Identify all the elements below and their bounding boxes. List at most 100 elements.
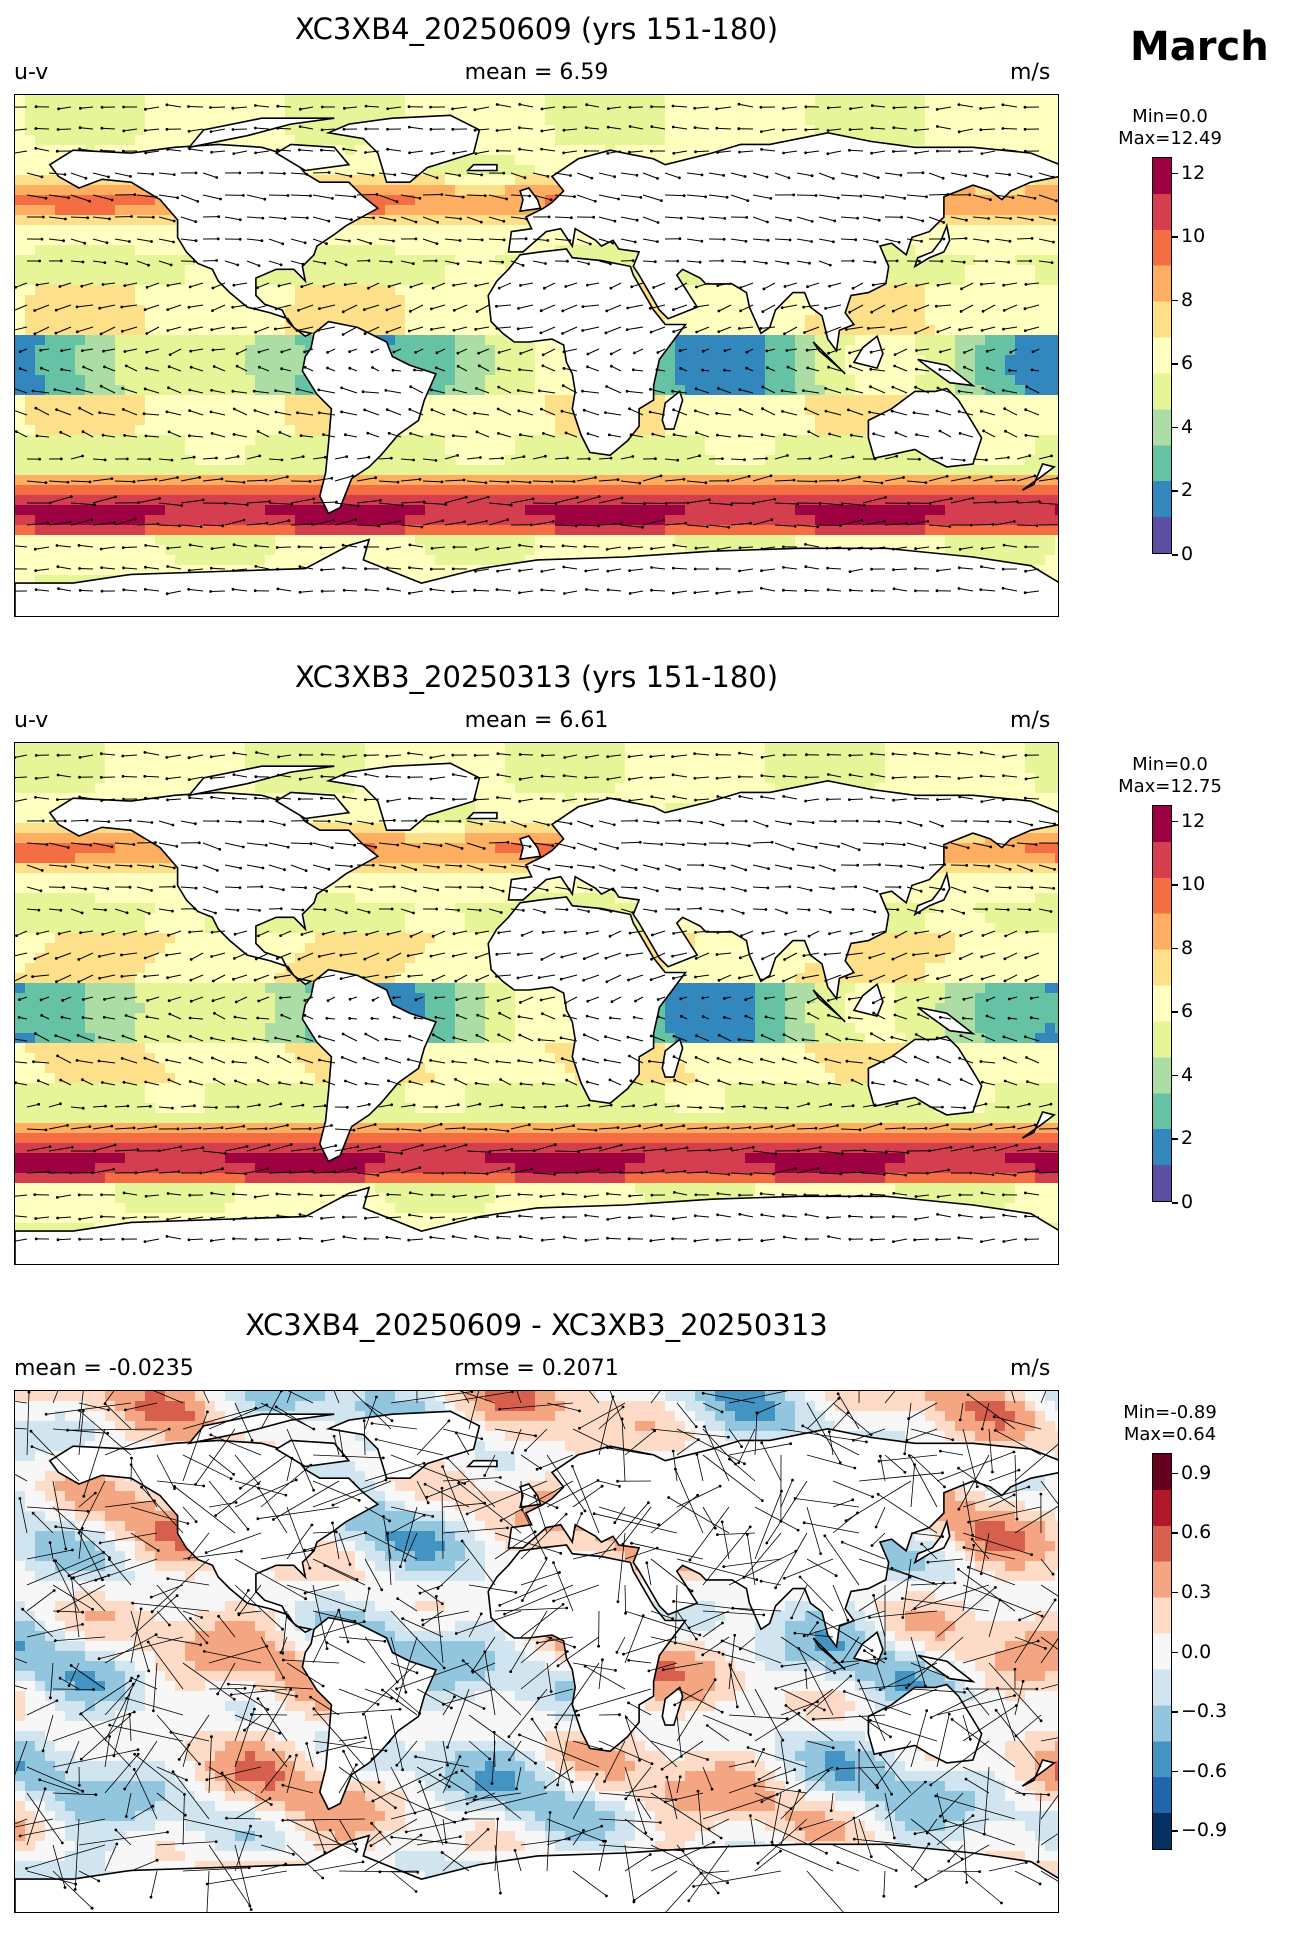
field-cell (495, 185, 506, 196)
field-cell (1055, 275, 1058, 286)
field-cell (315, 455, 326, 466)
field-cell (75, 415, 86, 426)
field-cell (45, 205, 56, 216)
field-cell (485, 445, 496, 456)
field-cell (645, 295, 656, 306)
field-cell (65, 115, 76, 126)
field-cell (335, 265, 346, 276)
field-cell (15, 145, 26, 156)
field-cell (765, 455, 776, 466)
field-cell (55, 435, 66, 446)
field-cell (275, 105, 286, 116)
field-cell (15, 135, 26, 146)
field-cell (85, 535, 96, 546)
field-cell (105, 315, 116, 326)
field-cell (565, 425, 576, 436)
field-cell (555, 525, 566, 536)
field-cell (475, 545, 486, 556)
field-cell (1035, 425, 1046, 436)
field-cell (1045, 225, 1056, 236)
field-cell (795, 445, 806, 456)
field-cell (765, 525, 776, 536)
field-cell (515, 215, 526, 226)
field-cell (425, 565, 436, 576)
field-cell (465, 235, 476, 246)
field-cell (915, 315, 926, 326)
field-cell (1055, 515, 1058, 526)
field-cell (695, 365, 706, 376)
field-cell (975, 515, 986, 526)
field-cell (965, 305, 976, 316)
field-cell (475, 455, 486, 466)
field-cell (135, 565, 146, 576)
field-cell (205, 505, 216, 516)
field-cell (955, 135, 966, 146)
field-cell (975, 525, 986, 536)
field-cell (805, 125, 816, 136)
field-cell (485, 115, 496, 126)
field-cell (155, 335, 166, 346)
field-cell (315, 535, 326, 546)
field-cell (315, 175, 326, 186)
field-cell (285, 335, 296, 346)
field-cell (435, 245, 446, 256)
field-cell (235, 555, 246, 566)
field-cell (535, 375, 546, 386)
field-cell (215, 105, 226, 116)
field-cell (795, 115, 806, 126)
field-cell (365, 525, 376, 536)
field-cell (545, 375, 556, 386)
field-cell (275, 325, 286, 336)
field-cell (645, 525, 656, 536)
field-cell (675, 535, 686, 546)
field-cell (245, 395, 256, 406)
field-cell (55, 95, 66, 106)
field-cell (465, 335, 476, 346)
field-cell (1025, 205, 1036, 216)
field-cell (805, 435, 816, 446)
field-cell (155, 415, 166, 426)
field-cell (685, 485, 696, 496)
field-cell (935, 135, 946, 146)
field-cell (775, 465, 786, 476)
field-cell (25, 285, 36, 296)
field-cell (335, 305, 346, 316)
field-cell (975, 315, 986, 326)
field-cell (1055, 295, 1058, 306)
field-cell (255, 555, 266, 566)
field-cell (135, 525, 146, 536)
field-cell (535, 135, 546, 146)
field-cell (985, 525, 996, 536)
field-cell (505, 475, 516, 486)
field-cell (545, 435, 556, 446)
field-cell (115, 245, 126, 256)
field-cell (45, 455, 56, 466)
field-cell (85, 475, 96, 486)
field-cell (575, 245, 586, 256)
field-cell (135, 275, 146, 286)
field-cell (925, 265, 936, 276)
field-cell (995, 195, 1006, 206)
field-cell (1035, 305, 1046, 316)
field-cell (855, 315, 866, 326)
field-cell (425, 395, 436, 406)
field-cell (115, 515, 126, 526)
field-cell (1005, 535, 1016, 546)
field-cell (45, 195, 56, 206)
field-cell (755, 125, 766, 136)
field-cell (645, 415, 656, 426)
field-cell (45, 525, 56, 536)
field-cell (945, 315, 956, 326)
field-cell (775, 525, 786, 536)
field-cell (95, 515, 106, 526)
field-cell (305, 95, 316, 106)
field-cell (995, 225, 1006, 236)
field-cell (735, 535, 746, 546)
field-cell (45, 485, 56, 496)
field-cell (995, 425, 1006, 436)
field-cell (135, 495, 146, 506)
field-cell (1055, 445, 1058, 456)
field-cell (335, 145, 346, 156)
field-cell (705, 345, 716, 356)
field-cell (975, 455, 986, 466)
